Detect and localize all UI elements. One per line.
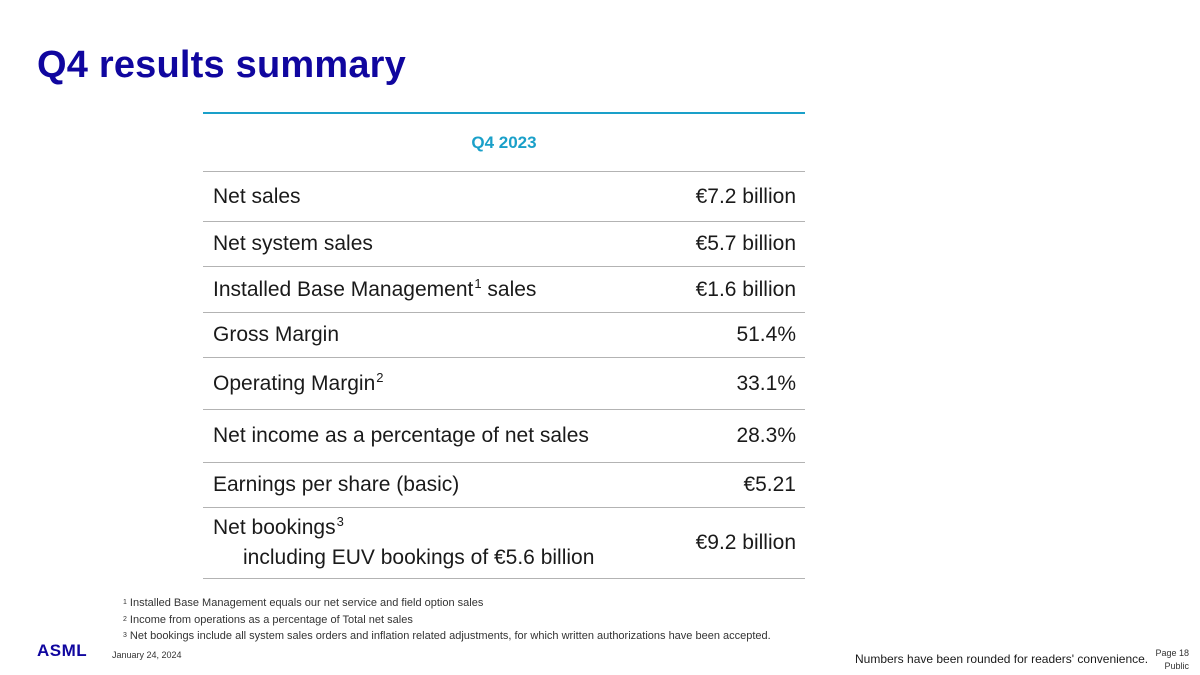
row-label: Net bookings: [213, 516, 336, 539]
row-value: 33.1%: [736, 371, 796, 395]
footnote: 1 Installed Base Management equals our ne…: [123, 595, 771, 612]
table-row: Earnings per share (basic) €5.21: [203, 463, 805, 508]
row-label: Earnings per share (basic): [213, 473, 460, 496]
presentation-date: January 24, 2024: [112, 650, 182, 660]
rounding-note: Numbers have been rounded for readers' c…: [855, 652, 1149, 666]
row-label-group: Net bookings3: [213, 514, 594, 540]
footnote-marker: 1: [474, 275, 482, 291]
row-sub-label: including EUV bookings of €5.6 billion: [243, 546, 595, 569]
table-header-period: Q4 2023: [203, 114, 805, 172]
footnote: 2 Income from operations as a percentage …: [123, 612, 771, 629]
table-row: Net income as a percentage of net sales …: [203, 410, 805, 463]
row-value: 51.4%: [736, 323, 796, 346]
row-label: Operating Margin: [213, 371, 376, 395]
footnote-marker: 3: [336, 514, 344, 529]
footnote-number: 3: [123, 632, 127, 639]
table-row-bookings: Net bookings3 including EUV bookings of …: [203, 508, 805, 579]
row-value: €7.2 billion: [695, 184, 796, 208]
footnote-text: Net bookings include all system sales or…: [129, 630, 771, 642]
row-value: 28.3%: [736, 424, 796, 447]
row-value: €1.6 billion: [695, 277, 796, 301]
row-label: Net sales: [213, 184, 301, 208]
row-label: Installed Base Management: [213, 277, 474, 301]
page-title: Q4 results summary: [37, 44, 406, 86]
table-row: Net system sales €5.7 billion: [203, 222, 805, 267]
row-label: Net income as a percentage of net sales: [213, 424, 589, 447]
footnote-marker: 2: [376, 369, 384, 385]
row-value: €5.7 billion: [695, 232, 796, 255]
asml-logo: ASML: [37, 641, 88, 660]
footnote-text: Income from operations as a percentage o…: [129, 613, 413, 626]
footnote-number: 2: [123, 615, 127, 623]
footnote: 3 Net bookings include all system sales o…: [123, 628, 771, 645]
row-label: Gross Margin: [213, 323, 340, 346]
results-table: Q4 2023 Net sales €7.2 billion Net syste…: [203, 112, 805, 579]
page-number: Page 18: [1155, 648, 1189, 658]
row-label-group: Installed Base Management1 sales: [213, 275, 537, 302]
table-row: Net sales €7.2 billion: [203, 172, 805, 222]
row-label-suffix: sales: [481, 277, 537, 301]
row-value: €5.21: [743, 473, 796, 496]
footnote-text: Installed Base Management equals our net…: [129, 597, 484, 609]
bookings-label-block: Net bookings3 including EUV bookings of …: [213, 514, 595, 570]
page-info: Page 18 Public: [1155, 647, 1189, 673]
row-label-group: Operating Margin2: [213, 369, 384, 396]
footnote-number: 1: [123, 599, 127, 606]
table-row: Installed Base Management1 sales €1.6 bi…: [203, 267, 805, 313]
footnotes: 1 Installed Base Management equals our ne…: [123, 595, 771, 645]
row-value: €9.2 billion: [695, 531, 796, 554]
table-row: Gross Margin 51.4%: [203, 313, 805, 358]
table-row: Operating Margin2 33.1%: [203, 358, 805, 410]
classification-label: Public: [1164, 661, 1189, 671]
row-label: Net system sales: [213, 232, 373, 255]
